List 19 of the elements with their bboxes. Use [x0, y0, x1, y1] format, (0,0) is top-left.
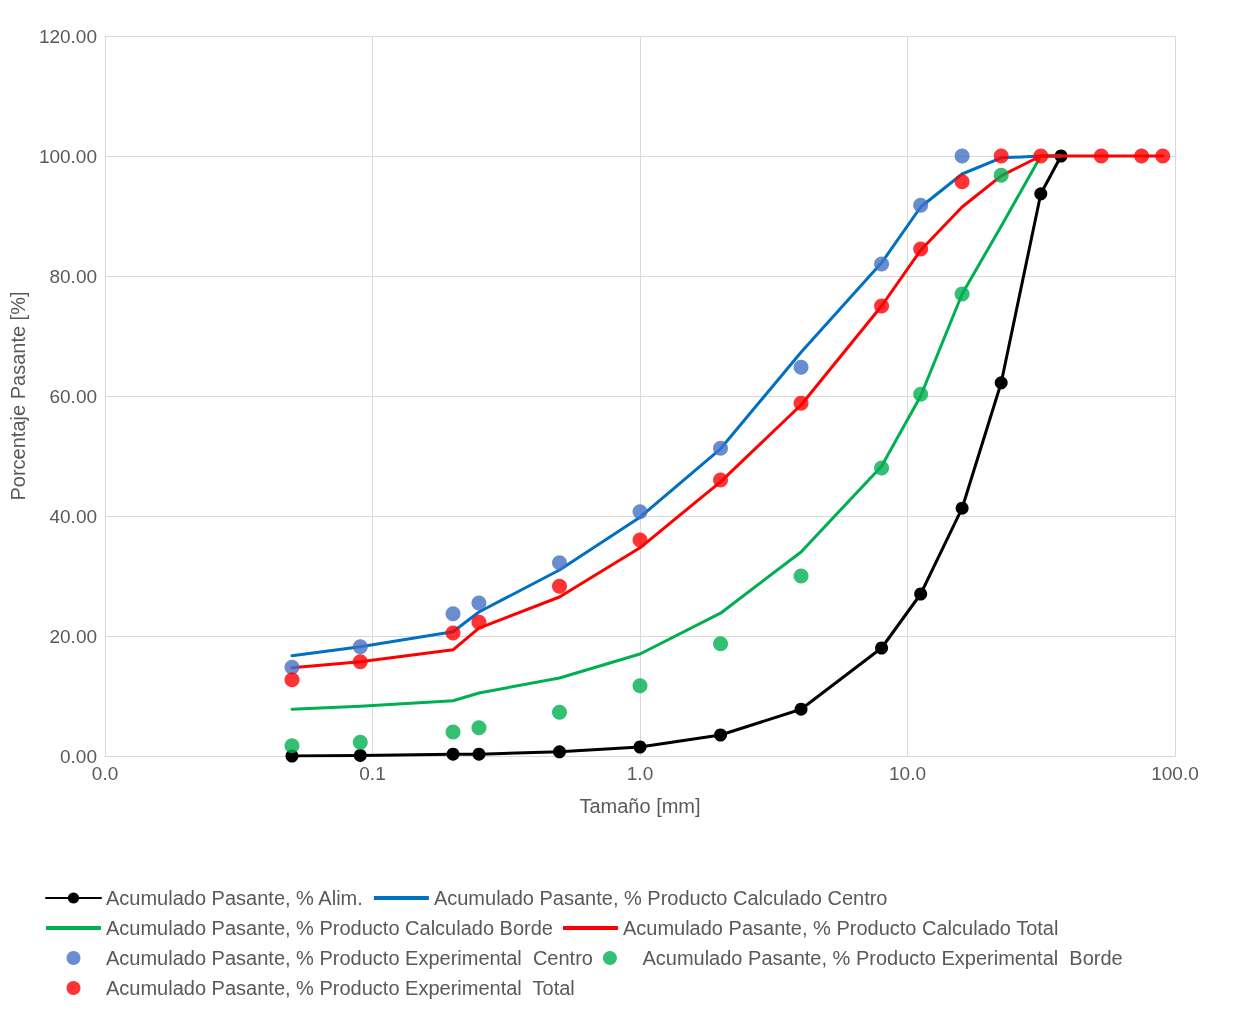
legend-label: Acumulado Pasante, % Producto Experimental Total: [106, 977, 575, 999]
legend-label: Acumulado Pasante, % Alim.: [106, 887, 363, 909]
legend-label: Acumulado Pasante, % Producto Experimental Centro: [106, 947, 593, 969]
legend-label: Acumulado Pasante, % Producto Calculado Borde: [106, 917, 553, 939]
legend-label: Acumulado Pasante, % Producto Calculado Total: [622, 917, 1059, 939]
legend-label: Acumulado Pasante, % Producto Calculado Centro: [433, 887, 888, 909]
y-tick-label: 60.00: [49, 385, 98, 407]
y-tick-label: 120.00: [38, 25, 98, 47]
y-axis-title: Porcentaje Pasante [%]: [7, 291, 29, 501]
x-tick-label: 100.0: [1151, 763, 1199, 784]
y-tick-label: 100.00: [38, 145, 98, 167]
legend-label: Acumulado Pasante, % Producto Experimental Borde: [642, 947, 1123, 969]
y-tick-label: 80.00: [49, 265, 98, 287]
x-axis-title: Tamaño [mm]: [579, 795, 701, 817]
x-tick-label: 0.1: [359, 763, 386, 784]
y-tick-label: 20.00: [49, 625, 98, 647]
x-tick-label: 10.0: [889, 763, 926, 784]
y-tick-label: 40.00: [49, 505, 98, 527]
x-tick-label: 1.0: [626, 763, 654, 784]
